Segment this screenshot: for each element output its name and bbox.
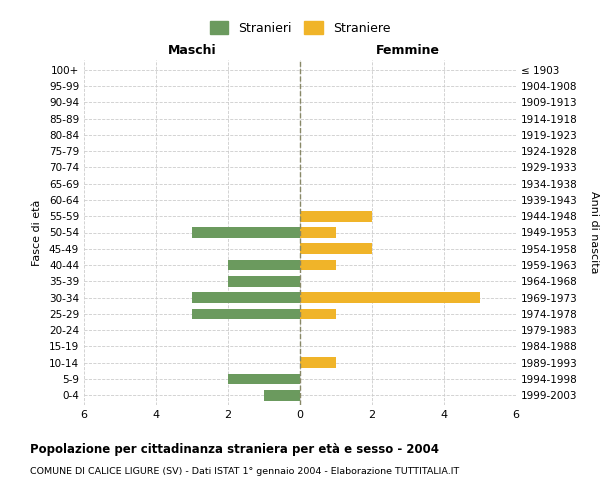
Bar bbox=[228, 374, 300, 384]
Bar bbox=[264, 390, 300, 400]
Y-axis label: Anni di nascita: Anni di nascita bbox=[589, 191, 599, 274]
Bar bbox=[192, 292, 300, 303]
Text: Maschi: Maschi bbox=[167, 44, 217, 57]
Text: Popolazione per cittadinanza straniera per età e sesso - 2004: Popolazione per cittadinanza straniera p… bbox=[30, 442, 439, 456]
Bar bbox=[300, 260, 336, 270]
Bar bbox=[228, 276, 300, 286]
Bar bbox=[300, 227, 336, 238]
Text: Femmine: Femmine bbox=[376, 44, 440, 57]
Y-axis label: Fasce di età: Fasce di età bbox=[32, 200, 42, 266]
Bar bbox=[300, 358, 336, 368]
Legend: Stranieri, Straniere: Stranieri, Straniere bbox=[205, 16, 395, 40]
Bar bbox=[192, 227, 300, 238]
Bar bbox=[300, 308, 336, 319]
Bar bbox=[192, 308, 300, 319]
Bar bbox=[300, 244, 372, 254]
Bar bbox=[300, 292, 480, 303]
Bar bbox=[300, 211, 372, 222]
Text: COMUNE DI CALICE LIGURE (SV) - Dati ISTAT 1° gennaio 2004 - Elaborazione TUTTITA: COMUNE DI CALICE LIGURE (SV) - Dati ISTA… bbox=[30, 468, 459, 476]
Bar bbox=[228, 260, 300, 270]
